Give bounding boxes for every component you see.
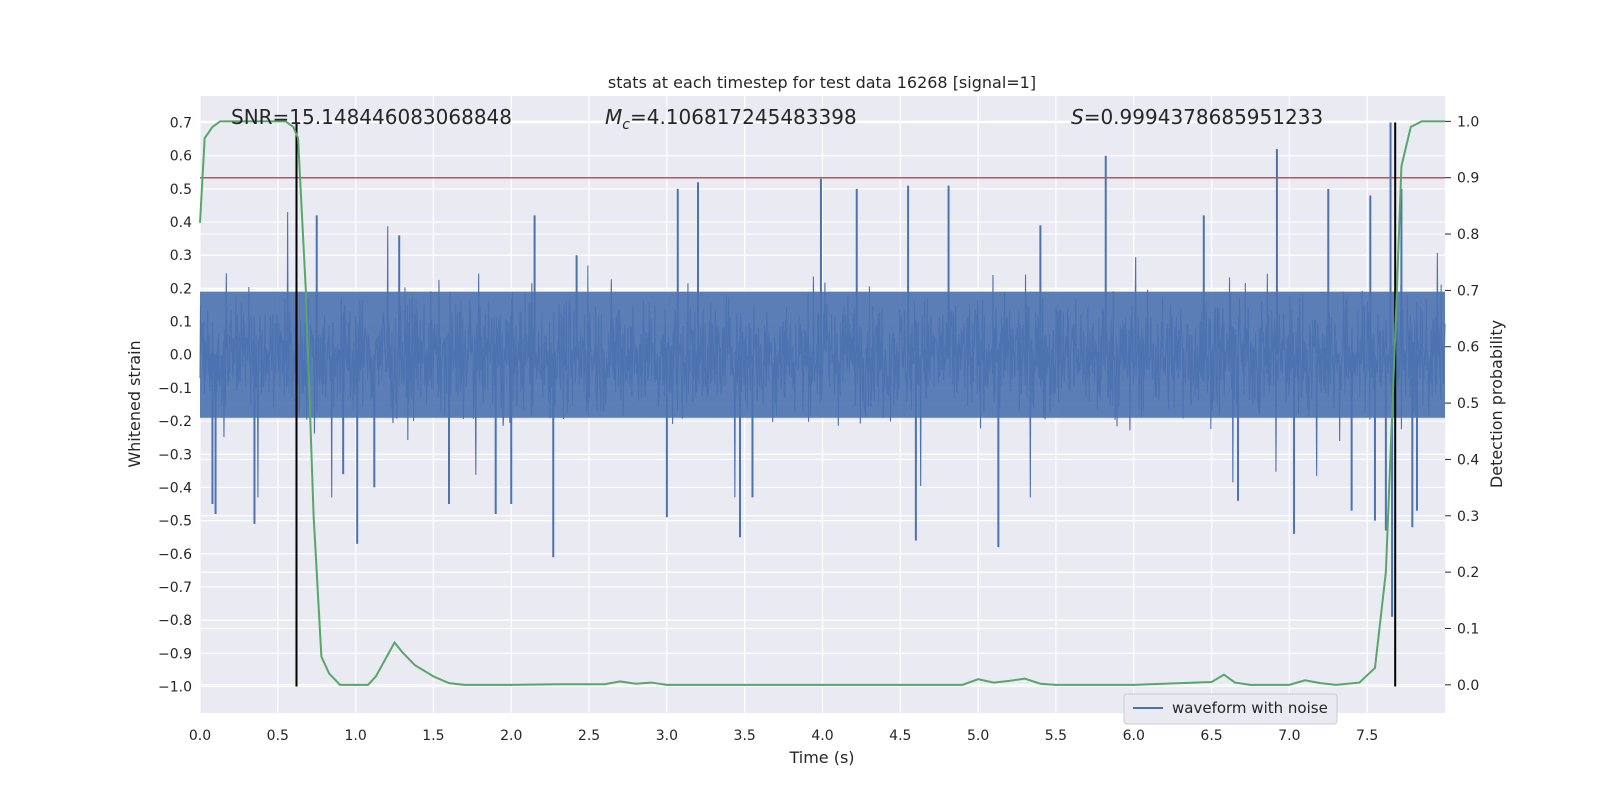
tick-labels: 0.0 0.5 1.0 1.5 2.0 2.5 3.0 3.5 4.0 4.5 5.0 5.5 6.0 6… [158, 114, 1479, 744]
y-left-tick-label: −0.7 [158, 580, 192, 596]
snr-annotation: SNR=15.148446083068848 [231, 105, 512, 129]
y-left-tick-label: 0.5 [170, 182, 192, 198]
s-annotation: S=0.9994378685951233 [1071, 105, 1323, 129]
x-tick-label: 2.5 [578, 728, 600, 744]
x-axis-label: Time (s) [788, 748, 854, 767]
x-tick-label: 6.5 [1200, 728, 1222, 744]
y-right-tick-label: 0.9 [1457, 171, 1479, 187]
y-left-tick-label: −0.8 [158, 613, 192, 629]
y-left-tick-label: 0.3 [170, 248, 192, 264]
y-right-tick-label: 0.5 [1457, 396, 1479, 412]
y-axis-label-left: Whitened strain [125, 340, 144, 467]
y-left-tick-label: 0.7 [170, 116, 192, 132]
y-left-tick-label: −0.9 [158, 646, 192, 662]
chirp-mass-annotation: Mc=4.106817245483398 [605, 105, 857, 133]
x-tick-label: 3.0 [656, 728, 678, 744]
x-tick-label: 4.0 [811, 728, 833, 744]
x-tick-label: 6.0 [1123, 728, 1145, 744]
y-right-tick-label: 0.7 [1457, 283, 1479, 299]
y-right-tick-label: 0.1 [1457, 621, 1479, 637]
y-right-tick-label: 0.8 [1457, 227, 1479, 243]
y-left-tick-label: 0.4 [170, 215, 192, 231]
y-left-tick-label: −1.0 [158, 679, 192, 695]
chirp-mass-value: =4.106817245483398 [630, 105, 857, 129]
y-right-tick-label: 1.0 [1457, 114, 1479, 130]
detection-probability-line [199, 120, 1445, 686]
x-tick-label: 0.0 [189, 728, 211, 744]
waveform-core-band [200, 291, 1445, 418]
y-left-tick-label: −0.2 [158, 414, 192, 430]
legend: waveform with noise [1123, 693, 1338, 725]
x-tick-label: 2.0 [500, 728, 522, 744]
x-tick-label: 5.5 [1045, 728, 1067, 744]
y-left-tick-label: 0.0 [170, 348, 192, 364]
y-right-tick-label: 0.0 [1457, 678, 1479, 694]
y-left-tick-label: 0.6 [170, 149, 192, 165]
x-tick-label: 1.0 [344, 728, 366, 744]
overlays [199, 120, 1445, 687]
x-tick-label: 5.0 [967, 728, 989, 744]
x-tick-label: 4.5 [889, 728, 911, 744]
y-right-tick-label: 0.2 [1457, 565, 1479, 581]
y-left-tick-label: 0.2 [170, 281, 192, 297]
chart-title: stats at each timestep for test data 162… [608, 73, 1036, 92]
x-tick-label: 7.0 [1278, 728, 1300, 744]
x-tick-label: 0.5 [267, 728, 289, 744]
y-left-tick-label: 0.1 [170, 315, 192, 331]
y-left-tick-label: −0.1 [158, 381, 192, 397]
legend-box [1123, 693, 1338, 725]
y-right-tick-label: 0.3 [1457, 509, 1479, 525]
x-tick-label: 3.5 [734, 728, 756, 744]
x-tick-label: 7.5 [1356, 728, 1378, 744]
y-left-tick-label: −0.4 [158, 480, 192, 496]
y-axis-label-right: Detection probability [1487, 320, 1506, 488]
legend-label: waveform with noise [1172, 699, 1328, 717]
y-left-tick-label: −0.5 [158, 514, 192, 530]
y-left-tick-label: −0.6 [158, 547, 192, 563]
waveform-series [199, 122, 1446, 617]
y-right-tick-label: 0.4 [1457, 452, 1479, 468]
s-value: =0.9994378685951233 [1084, 105, 1323, 129]
x-tick-label: 1.5 [422, 728, 444, 744]
y-right-tick-label: 0.6 [1457, 340, 1479, 356]
y-left-tick-label: −0.3 [158, 447, 192, 463]
